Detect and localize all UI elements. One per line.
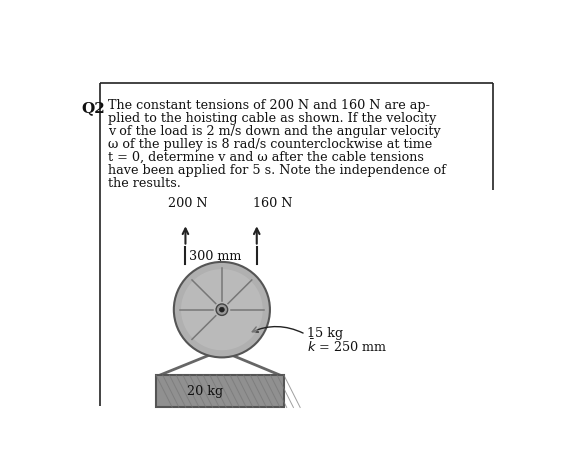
Circle shape bbox=[174, 262, 270, 357]
Text: plied to the hoisting cable as shown. If the velocity: plied to the hoisting cable as shown. If… bbox=[108, 112, 436, 125]
Bar bbox=[156, 375, 284, 407]
Circle shape bbox=[220, 307, 224, 312]
Text: 20 kg: 20 kg bbox=[187, 385, 222, 399]
Text: 160 N: 160 N bbox=[253, 197, 293, 210]
Text: the results.: the results. bbox=[108, 177, 181, 190]
Circle shape bbox=[216, 304, 228, 315]
Text: have been applied for 5 s. Note the independence of: have been applied for 5 s. Note the inde… bbox=[108, 164, 446, 177]
Text: 300 mm: 300 mm bbox=[189, 250, 242, 263]
Text: v of the load is 2 m/s down and the angular velocity: v of the load is 2 m/s down and the angu… bbox=[108, 125, 441, 138]
Text: Q2: Q2 bbox=[82, 101, 105, 115]
Text: The constant tensions of 200 N and 160 N are ap-: The constant tensions of 200 N and 160 N… bbox=[108, 99, 430, 112]
Text: t = 0, determine v and ω after the cable tensions: t = 0, determine v and ω after the cable… bbox=[108, 151, 424, 164]
Text: ω of the pulley is 8 rad/s counterclockwise at time: ω of the pulley is 8 rad/s counterclockw… bbox=[108, 138, 432, 151]
Circle shape bbox=[181, 269, 263, 350]
Text: 15 kg: 15 kg bbox=[307, 326, 343, 339]
Text: $\bar{k}$ = 250 mm: $\bar{k}$ = 250 mm bbox=[307, 339, 388, 356]
Text: 200 N: 200 N bbox=[169, 197, 208, 210]
